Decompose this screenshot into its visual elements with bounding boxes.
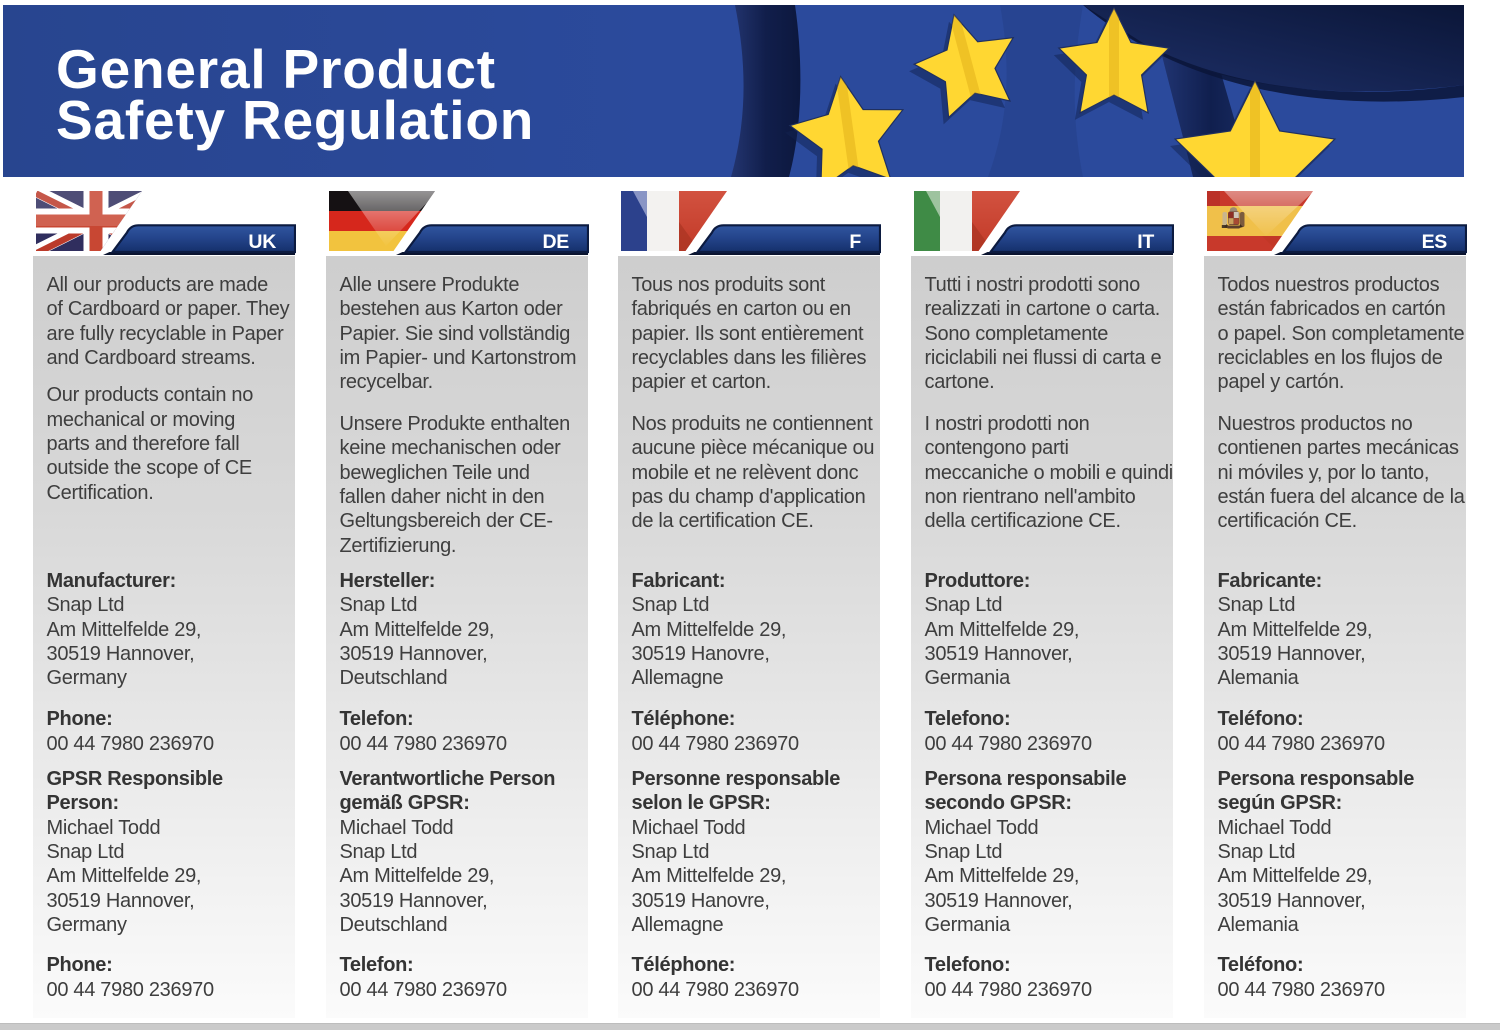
svg-text:IT: IT xyxy=(1137,231,1154,253)
svg-text:DE: DE xyxy=(543,231,570,253)
svg-text:F: F xyxy=(849,231,861,253)
svg-text:UK: UK xyxy=(248,231,276,253)
svg-text:ES: ES xyxy=(1422,231,1448,253)
